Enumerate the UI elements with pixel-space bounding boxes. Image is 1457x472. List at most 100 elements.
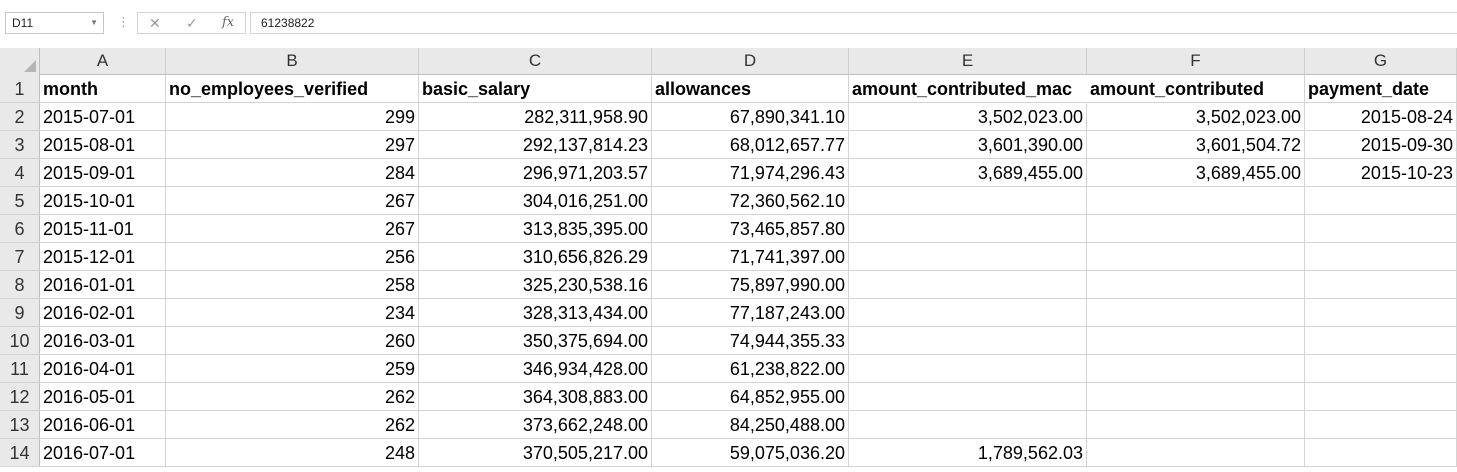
header-cell-c[interactable]: basic_salary [419, 75, 652, 103]
cell-d12[interactable]: 64,852,955.00 [652, 383, 849, 411]
cell-b7[interactable]: 256 [166, 243, 419, 271]
cell-d13[interactable]: 84,250,488.00 [652, 411, 849, 439]
cell-g9[interactable] [1305, 299, 1457, 327]
row-header-12[interactable]: 12 [0, 383, 40, 411]
cell-g12[interactable] [1305, 383, 1457, 411]
cell-g8[interactable] [1305, 271, 1457, 299]
cell-d10[interactable]: 74,944,355.33 [652, 327, 849, 355]
cell-f12[interactable] [1087, 383, 1305, 411]
cell-f14[interactable] [1087, 439, 1305, 467]
cell-b14[interactable]: 248 [166, 439, 419, 467]
column-header-g[interactable]: G [1305, 48, 1457, 74]
cell-a14[interactable]: 2016-07-01 [40, 439, 166, 467]
cell-c6[interactable]: 313,835,395.00 [419, 215, 652, 243]
header-cell-b[interactable]: no_employees_verified [166, 75, 419, 103]
cell-b11[interactable]: 259 [166, 355, 419, 383]
cell-a6[interactable]: 2015-11-01 [40, 215, 166, 243]
cell-e10[interactable] [849, 327, 1087, 355]
header-cell-a[interactable]: month [40, 75, 166, 103]
cell-e4[interactable]: 3,689,455.00 [849, 159, 1087, 187]
cell-a8[interactable]: 2016-01-01 [40, 271, 166, 299]
cell-f4[interactable]: 3,689,455.00 [1087, 159, 1305, 187]
cell-a13[interactable]: 2016-06-01 [40, 411, 166, 439]
enter-icon[interactable]: ✓ [186, 15, 198, 31]
cell-g6[interactable] [1305, 215, 1457, 243]
select-all-button[interactable] [0, 48, 40, 75]
cell-c8[interactable]: 325,230,538.16 [419, 271, 652, 299]
cell-c7[interactable]: 310,656,826.29 [419, 243, 652, 271]
cell-f13[interactable] [1087, 411, 1305, 439]
row-header-4[interactable]: 4 [0, 159, 40, 187]
cell-c2[interactable]: 282,311,958.90 [419, 103, 652, 131]
row-header-14[interactable]: 14 [0, 439, 40, 467]
row-header-2[interactable]: 2 [0, 103, 40, 131]
cell-g3[interactable]: 2015-09-30 [1305, 131, 1457, 159]
header-cell-e[interactable]: amount_contributed_mac [849, 75, 1087, 103]
header-cell-g[interactable]: payment_date [1305, 75, 1457, 103]
cell-f5[interactable] [1087, 187, 1305, 215]
column-header-c[interactable]: C [419, 48, 652, 74]
column-header-e[interactable]: E [849, 48, 1087, 74]
cell-a10[interactable]: 2016-03-01 [40, 327, 166, 355]
cell-a5[interactable]: 2015-10-01 [40, 187, 166, 215]
cell-b3[interactable]: 297 [166, 131, 419, 159]
cell-g2[interactable]: 2015-08-24 [1305, 103, 1457, 131]
cell-e7[interactable] [849, 243, 1087, 271]
cell-a3[interactable]: 2015-08-01 [40, 131, 166, 159]
cell-e12[interactable] [849, 383, 1087, 411]
cell-g10[interactable] [1305, 327, 1457, 355]
cell-c10[interactable]: 350,375,694.00 [419, 327, 652, 355]
cell-c13[interactable]: 373,662,248.00 [419, 411, 652, 439]
cell-f10[interactable] [1087, 327, 1305, 355]
cell-e11[interactable] [849, 355, 1087, 383]
row-header-6[interactable]: 6 [0, 215, 40, 243]
cell-d11[interactable]: 61,238,822.00 [652, 355, 849, 383]
cell-d5[interactable]: 72,360,562.10 [652, 187, 849, 215]
cancel-icon[interactable]: ✕ [149, 15, 161, 31]
row-header-3[interactable]: 3 [0, 131, 40, 159]
cell-e2[interactable]: 3,502,023.00 [849, 103, 1087, 131]
header-cell-d[interactable]: allowances [652, 75, 849, 103]
column-header-f[interactable]: F [1087, 48, 1305, 74]
row-header-10[interactable]: 10 [0, 327, 40, 355]
cell-g11[interactable] [1305, 355, 1457, 383]
cell-c3[interactable]: 292,137,814.23 [419, 131, 652, 159]
column-header-a[interactable]: A [40, 48, 166, 74]
cell-c12[interactable]: 364,308,883.00 [419, 383, 652, 411]
cell-d7[interactable]: 71,741,397.00 [652, 243, 849, 271]
name-box-dropdown-icon[interactable]: ▼ [90, 18, 98, 27]
cell-a9[interactable]: 2016-02-01 [40, 299, 166, 327]
cell-d4[interactable]: 71,974,296.43 [652, 159, 849, 187]
row-header-9[interactable]: 9 [0, 299, 40, 327]
row-header-7[interactable]: 7 [0, 243, 40, 271]
row-header-1[interactable]: 1 [0, 75, 40, 103]
formula-input[interactable]: 61238822 [250, 12, 1457, 34]
column-header-d[interactable]: D [652, 48, 849, 74]
cell-g7[interactable] [1305, 243, 1457, 271]
row-header-8[interactable]: 8 [0, 271, 40, 299]
cell-c11[interactable]: 346,934,428.00 [419, 355, 652, 383]
column-header-b[interactable]: B [166, 48, 419, 74]
header-cell-f[interactable]: amount_contributed [1087, 75, 1305, 103]
cell-e13[interactable] [849, 411, 1087, 439]
cell-d6[interactable]: 73,465,857.80 [652, 215, 849, 243]
cell-a4[interactable]: 2015-09-01 [40, 159, 166, 187]
cell-b4[interactable]: 284 [166, 159, 419, 187]
row-header-13[interactable]: 13 [0, 411, 40, 439]
cell-d8[interactable]: 75,897,990.00 [652, 271, 849, 299]
cell-e3[interactable]: 3,601,390.00 [849, 131, 1087, 159]
cell-c9[interactable]: 328,313,434.00 [419, 299, 652, 327]
cell-b10[interactable]: 260 [166, 327, 419, 355]
cell-a12[interactable]: 2016-05-01 [40, 383, 166, 411]
insert-function-icon[interactable]: fx [222, 15, 235, 30]
cell-d2[interactable]: 67,890,341.10 [652, 103, 849, 131]
cell-b5[interactable]: 267 [166, 187, 419, 215]
cell-a2[interactable]: 2015-07-01 [40, 103, 166, 131]
cell-f11[interactable] [1087, 355, 1305, 383]
cell-e5[interactable] [849, 187, 1087, 215]
name-box[interactable]: D11 ▼ [5, 12, 104, 34]
cell-c4[interactable]: 296,971,203.57 [419, 159, 652, 187]
cell-g13[interactable] [1305, 411, 1457, 439]
cell-b12[interactable]: 262 [166, 383, 419, 411]
row-header-11[interactable]: 11 [0, 355, 40, 383]
